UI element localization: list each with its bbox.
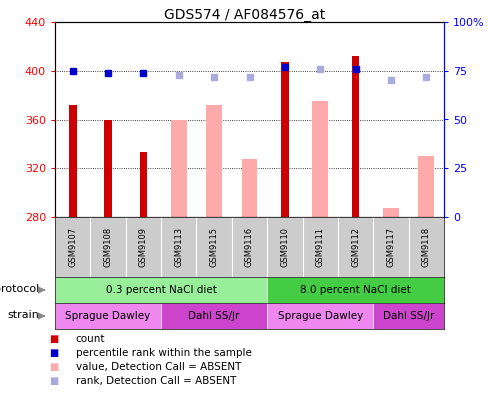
Bar <box>372 303 443 329</box>
Bar <box>312 101 327 217</box>
Bar <box>266 277 443 303</box>
Bar <box>139 152 147 217</box>
Text: GSM9117: GSM9117 <box>386 227 395 267</box>
Text: Dahl SS/Jr: Dahl SS/Jr <box>188 311 239 321</box>
Bar <box>104 120 112 217</box>
Text: GSM9115: GSM9115 <box>209 227 218 267</box>
Text: 8.0 percent NaCl diet: 8.0 percent NaCl diet <box>300 285 410 295</box>
Text: strain: strain <box>8 310 40 320</box>
Text: GSM9113: GSM9113 <box>174 227 183 267</box>
Bar <box>281 62 288 217</box>
Text: percentile rank within the sample: percentile rank within the sample <box>76 348 251 358</box>
Text: GSM9107: GSM9107 <box>68 227 77 267</box>
Bar <box>69 105 77 217</box>
Text: GSM9108: GSM9108 <box>103 227 112 267</box>
Bar <box>418 156 433 217</box>
Text: value, Detection Call = ABSENT: value, Detection Call = ABSENT <box>76 362 241 372</box>
Text: GSM9116: GSM9116 <box>244 227 253 267</box>
Text: GSM9118: GSM9118 <box>421 227 430 267</box>
Text: Sprague Dawley: Sprague Dawley <box>65 311 150 321</box>
Bar <box>266 303 372 329</box>
Text: GSM9110: GSM9110 <box>280 227 289 267</box>
Text: ■: ■ <box>49 348 58 358</box>
Text: rank, Detection Call = ABSENT: rank, Detection Call = ABSENT <box>76 376 236 386</box>
Bar <box>55 277 266 303</box>
Text: Sprague Dawley: Sprague Dawley <box>277 311 362 321</box>
Text: ■: ■ <box>49 362 58 372</box>
Text: 0.3 percent NaCl diet: 0.3 percent NaCl diet <box>105 285 216 295</box>
Bar <box>161 303 266 329</box>
Bar <box>170 120 186 217</box>
Bar <box>351 56 359 217</box>
Bar <box>206 105 222 217</box>
Bar <box>241 158 257 217</box>
Text: GDS574 / AF084576_at: GDS574 / AF084576_at <box>163 8 325 22</box>
Text: GSM9112: GSM9112 <box>350 227 359 267</box>
Text: count: count <box>76 334 105 344</box>
Bar <box>382 208 398 217</box>
Bar <box>55 303 161 329</box>
Text: GSM9109: GSM9109 <box>139 227 147 267</box>
Text: Dahl SS/Jr: Dahl SS/Jr <box>382 311 433 321</box>
Text: ■: ■ <box>49 334 58 344</box>
Text: protocol: protocol <box>0 284 40 294</box>
Text: ■: ■ <box>49 376 58 386</box>
Text: GSM9111: GSM9111 <box>315 227 324 267</box>
